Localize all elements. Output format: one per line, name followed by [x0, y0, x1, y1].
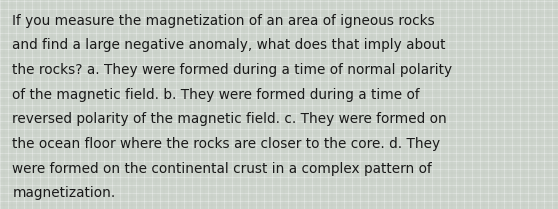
Text: magnetization.: magnetization. [12, 186, 116, 200]
Text: of the magnetic field. b. They were formed during a time of: of the magnetic field. b. They were form… [12, 88, 420, 102]
Text: the rocks? a. They were formed during a time of normal polarity: the rocks? a. They were formed during a … [12, 63, 453, 77]
Text: were formed on the continental crust in a complex pattern of: were formed on the continental crust in … [12, 162, 432, 176]
Text: the ocean floor where the rocks are closer to the core. d. They: the ocean floor where the rocks are clos… [12, 137, 440, 151]
Text: reversed polarity of the magnetic field. c. They were formed on: reversed polarity of the magnetic field.… [12, 112, 447, 126]
Text: and find a large negative anomaly, what does that imply about: and find a large negative anomaly, what … [12, 38, 446, 52]
Text: If you measure the magnetization of an area of igneous rocks: If you measure the magnetization of an a… [12, 14, 435, 28]
